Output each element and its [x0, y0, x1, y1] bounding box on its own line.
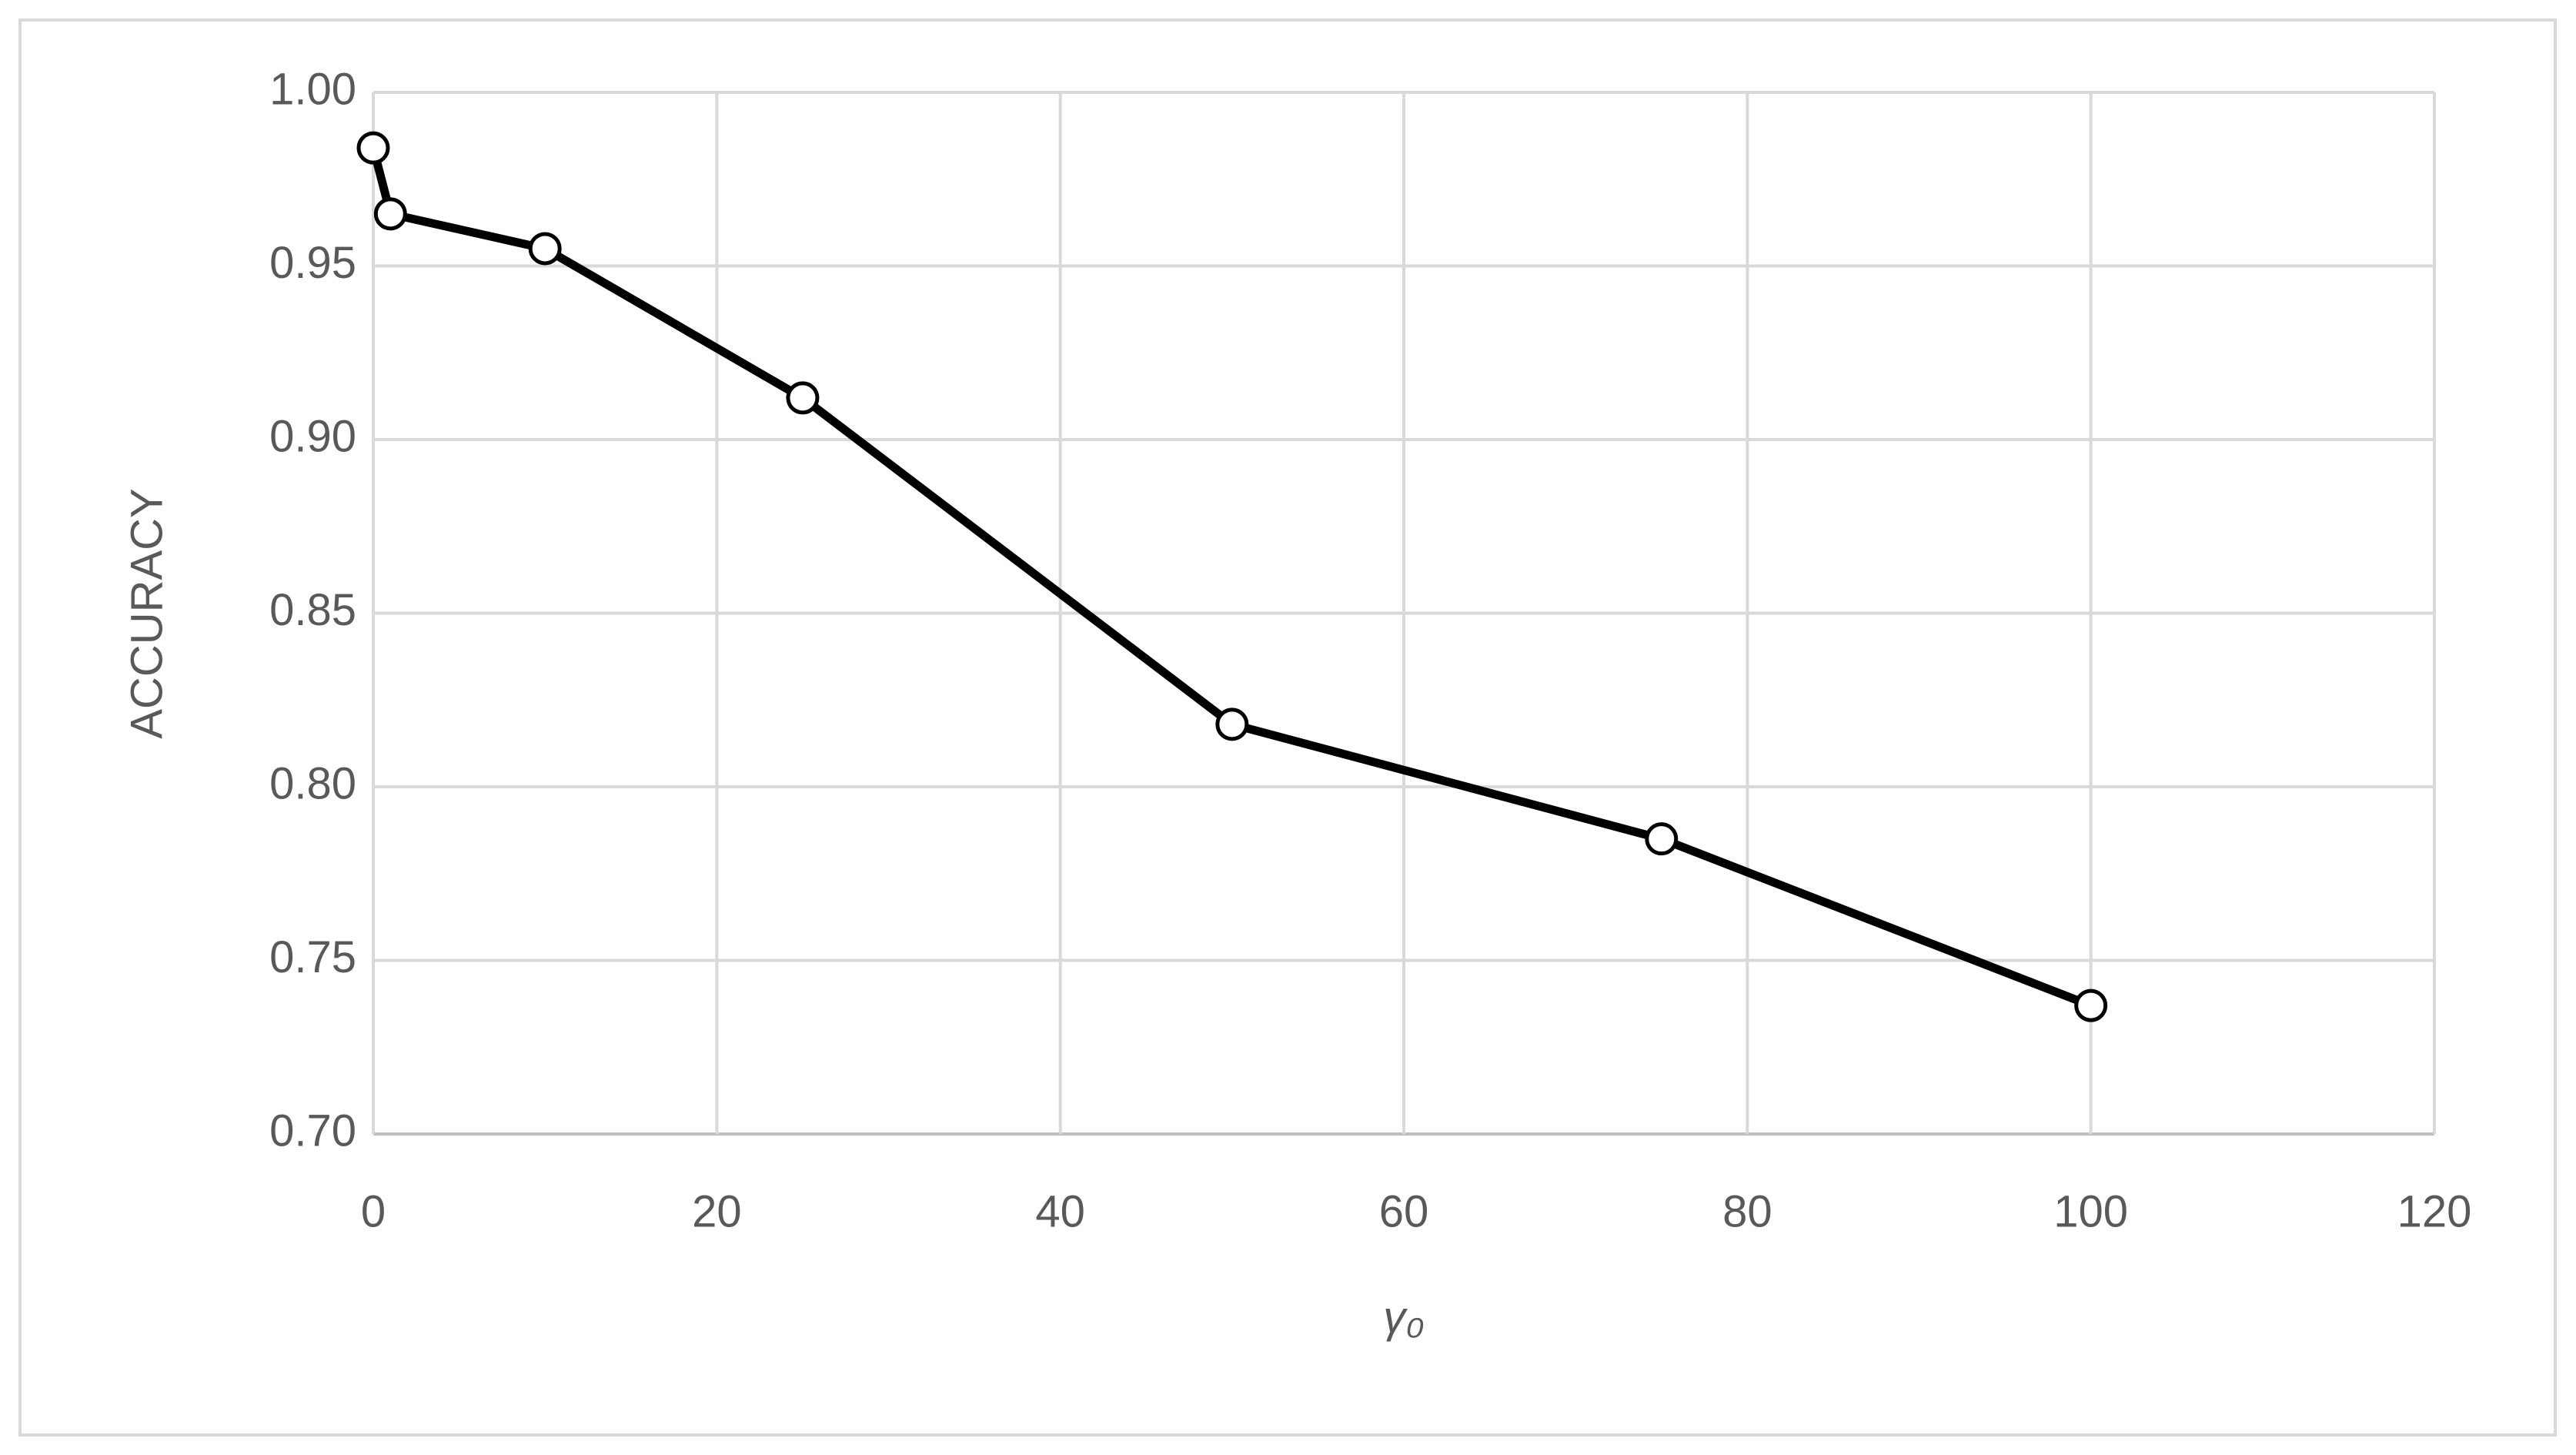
data-point — [786, 381, 820, 415]
x-axis-label: γ₀ — [1383, 1292, 1424, 1342]
y-tick-label: 0.95 — [269, 238, 356, 288]
data-point — [1215, 707, 1249, 741]
chart-border — [18, 18, 2557, 1437]
y-tick-label: 1.00 — [269, 64, 356, 114]
y-tick-label: 0.90 — [269, 411, 356, 461]
y-axis-label: ACCURACY — [122, 488, 172, 739]
x-tick-label: 80 — [1722, 1186, 1772, 1236]
data-point — [528, 232, 562, 266]
x-tick-label: 60 — [1379, 1186, 1429, 1236]
y-tick-label: 0.75 — [269, 932, 356, 982]
data-point — [2074, 988, 2108, 1022]
y-tick-label: 0.85 — [269, 585, 356, 635]
x-tick-label: 100 — [2053, 1186, 2128, 1236]
x-tick-label: 0 — [361, 1186, 386, 1236]
data-point — [356, 131, 390, 165]
x-tick-label: 40 — [1035, 1186, 1085, 1236]
data-point — [373, 197, 407, 231]
y-tick-label: 0.70 — [269, 1105, 356, 1156]
x-tick-label: 120 — [2397, 1186, 2472, 1236]
y-tick-label: 0.80 — [269, 758, 356, 808]
data-point — [1645, 822, 1679, 856]
x-tick-label: 20 — [692, 1186, 742, 1236]
